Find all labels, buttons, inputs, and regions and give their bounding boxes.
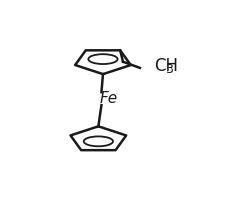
Text: Fe: Fe bbox=[99, 91, 117, 106]
Text: 3: 3 bbox=[165, 63, 173, 76]
Text: CH: CH bbox=[154, 57, 178, 75]
